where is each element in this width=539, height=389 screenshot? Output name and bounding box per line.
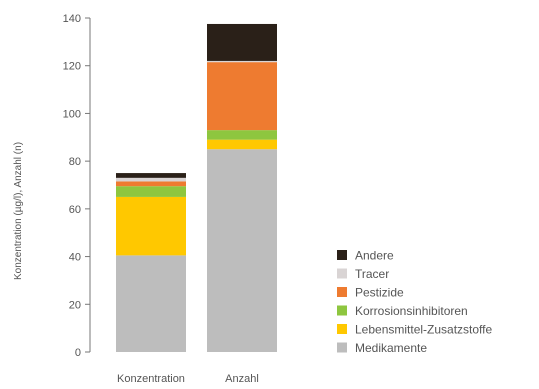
- legend-swatch: [337, 250, 347, 260]
- legend-swatch: [337, 287, 347, 297]
- y-tick-label: 120: [63, 61, 81, 73]
- legend-swatch: [337, 324, 347, 334]
- y-tick-label: 100: [63, 108, 81, 120]
- y-tick-label: 80: [69, 156, 81, 168]
- bar-segment-medikamente-anzahl: [207, 149, 277, 352]
- legend: Andere Tracer Pestizide Korrosionsinhibitor…: [337, 249, 493, 355]
- y-tick-label: 140: [63, 13, 81, 25]
- legend-label: Tracer: [355, 267, 389, 281]
- bar-segment-tracer-konzentration: [116, 177, 186, 182]
- category-labels: Konzentration Anzahl: [117, 373, 259, 385]
- legend-swatch: [337, 268, 347, 279]
- bars: [116, 23, 277, 352]
- legend-label: Lebensmittel-Zusatzstoffe: [355, 323, 493, 337]
- y-tick-label: 0: [75, 347, 81, 359]
- y-tick-label: 60: [69, 204, 81, 216]
- legend-swatch: [337, 305, 347, 316]
- category-label: Konzentration: [117, 373, 185, 385]
- bar-segment-pestizide-konzentration: [116, 181, 186, 187]
- bar-segment-korrosionsinhibitoren-anzahl: [207, 130, 277, 140]
- legend-label: Andere: [355, 249, 394, 263]
- bar-segment-korrosionsinhibitoren-konzentration: [116, 186, 186, 197]
- bar-segment-lebensmittel-zusatzstoffe-konzentration: [116, 196, 186, 256]
- bar-segment-lebensmittel-zusatzstoffe-anzahl: [207, 139, 277, 150]
- y-axis: 0 20 40 60 80 100 120 140: [63, 13, 91, 359]
- legend-swatch: [337, 342, 347, 353]
- bar-segment-tracer-anzahl: [207, 60, 277, 63]
- legend-label: Korrosionsinhibitoren: [355, 304, 468, 318]
- category-label: Anzahl: [225, 373, 259, 385]
- bar-segment-medikamente-konzentration: [116, 255, 186, 352]
- y-axis-title: Konzentration (µg/l), Anzahl (n): [13, 142, 24, 280]
- y-tick-label: 40: [69, 252, 81, 264]
- legend-label: Medikamente: [355, 341, 427, 355]
- legend-label: Pestizide: [355, 286, 404, 300]
- bar-segment-pestizide-anzahl: [207, 62, 277, 131]
- y-tick-label: 20: [69, 299, 81, 311]
- bar-segment-andere-anzahl: [207, 23, 277, 61]
- bar-segment-andere-konzentration: [116, 173, 186, 178]
